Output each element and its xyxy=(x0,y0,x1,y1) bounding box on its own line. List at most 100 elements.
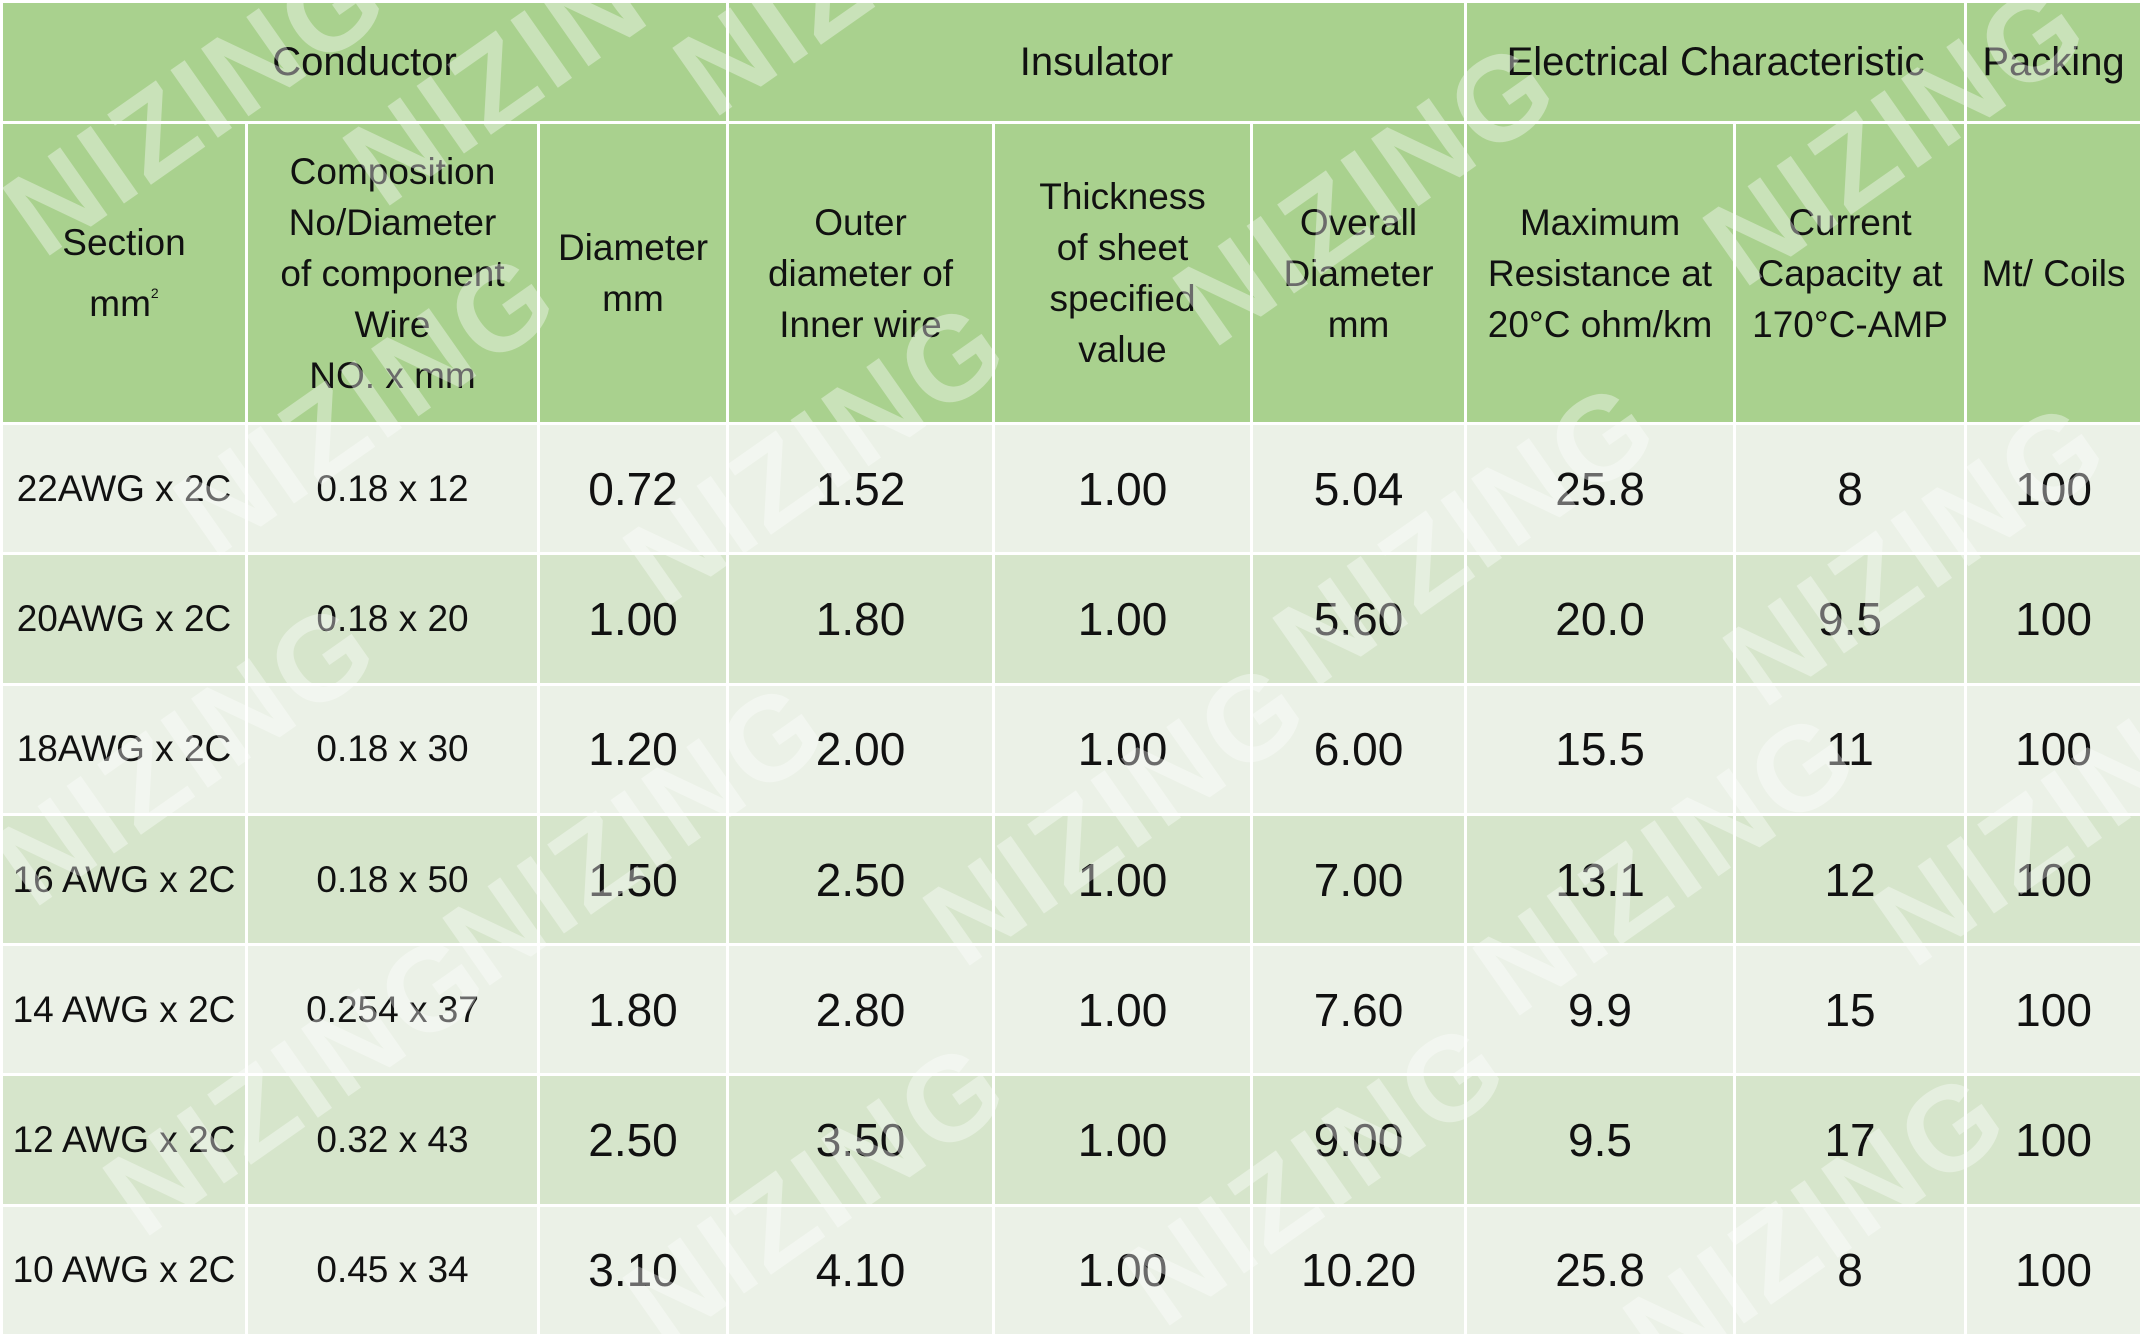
table-cell-sheet-thickness: 1.00 xyxy=(992,422,1254,556)
table-cell-max-resistance: 9.9 xyxy=(1464,943,1737,1077)
table-cell-conductor-diameter: 1.80 xyxy=(536,943,730,1077)
column-header-outer-diameter: Outer diameter of Inner wire xyxy=(726,121,996,426)
table-cell-packing-coils: 100 xyxy=(1964,812,2140,947)
column-header-line: Section xyxy=(62,222,186,264)
table-cell-current-capacity: 15 xyxy=(1733,943,1968,1077)
table-row: 14 AWG x 2C 0.254 x 37 1.80 2.80 1.00 7.60 9.9… xyxy=(0,943,2140,1077)
column-header-section: Section mm2 xyxy=(0,121,248,426)
table-cell-conductor-diameter: 0.72 xyxy=(536,422,730,556)
column-header-line: Outer xyxy=(814,201,907,243)
table-cell-outer-diameter: 2.50 xyxy=(726,812,996,947)
column-header-line: Resistance at xyxy=(1487,252,1713,294)
column-header-line: Overall xyxy=(1299,201,1418,243)
table-cell-section: 22AWG x 2C xyxy=(0,422,248,556)
table-cell-section: 18AWG x 2C xyxy=(0,682,248,816)
table-cell-overall-diameter: 7.00 xyxy=(1250,812,1468,947)
group-header-row: Conductor Insulator Electrical Character… xyxy=(0,0,2140,125)
column-header-line: Mt/ Coils xyxy=(1981,252,2126,294)
table-cell-sheet-thickness: 1.00 xyxy=(992,943,1254,1077)
table-cell-composition: 0.32 x 43 xyxy=(245,1073,540,1207)
table-cell-composition: 0.254 x 37 xyxy=(245,943,540,1077)
column-header-line: Wire xyxy=(354,303,431,345)
table-cell-section: 20AWG x 2C xyxy=(0,552,248,686)
column-header-line: mm2 xyxy=(9,268,239,329)
column-header-line: Diameter xyxy=(1283,252,1434,294)
table-cell-outer-diameter: 3.50 xyxy=(726,1073,996,1207)
column-header-row: Section mm2 Composition No/Diameter of compo… xyxy=(0,121,2140,426)
table-cell-sheet-thickness: 1.00 xyxy=(992,552,1254,686)
table-cell-sheet-thickness: 1.00 xyxy=(992,1203,1254,1337)
column-header-line: mm xyxy=(1327,303,1390,345)
table-cell-current-capacity: 12 xyxy=(1733,812,1968,947)
table-cell-conductor-diameter: 3.10 xyxy=(536,1203,730,1337)
table-cell-outer-diameter: 1.52 xyxy=(726,422,996,556)
table-cell-max-resistance: 25.8 xyxy=(1464,422,1737,556)
table-cell-composition: 0.18 x 50 xyxy=(245,812,540,947)
column-header-line: Maximum xyxy=(1519,201,1681,243)
table-cell-packing-coils: 100 xyxy=(1964,682,2140,816)
table-cell-max-resistance: 9.5 xyxy=(1464,1073,1737,1207)
table-cell-conductor-diameter: 1.20 xyxy=(536,682,730,816)
table-cell-outer-diameter: 2.00 xyxy=(726,682,996,816)
table-cell-overall-diameter: 6.00 xyxy=(1250,682,1468,816)
table-cell-section: 16 AWG x 2C xyxy=(0,812,248,947)
table-cell-section: 12 AWG x 2C xyxy=(0,1073,248,1207)
table-body: 22AWG x 2C 0.18 x 12 0.72 1.52 1.00 5.04 25.8 8… xyxy=(0,422,2140,1337)
column-header-line: of sheet xyxy=(1056,227,1189,269)
column-header-overall-diameter: Overall Diameter mm xyxy=(1250,121,1468,426)
table-row: 22AWG x 2C 0.18 x 12 0.72 1.52 1.00 5.04 25.8 8… xyxy=(0,422,2140,556)
table-row: 10 AWG x 2C 0.45 x 34 3.10 4.10 1.00 10.20 25.… xyxy=(0,1203,2140,1337)
column-header-line: diameter of xyxy=(767,252,954,294)
column-header-line: Inner wire xyxy=(779,303,942,345)
table-cell-max-resistance: 15.5 xyxy=(1464,682,1737,816)
table-cell-max-resistance: 25.8 xyxy=(1464,1203,1737,1337)
column-header-line: NO. x mm xyxy=(309,354,476,396)
column-header-line: Composition xyxy=(289,150,496,192)
table-cell-sheet-thickness: 1.00 xyxy=(992,1073,1254,1207)
table-row: 12 AWG x 2C 0.32 x 43 2.50 3.50 1.00 9.00 9.5 1… xyxy=(0,1073,2140,1207)
table-cell-conductor-diameter: 1.50 xyxy=(536,812,730,947)
table-cell-current-capacity: 11 xyxy=(1733,682,1968,816)
table-cell-max-resistance: 20.0 xyxy=(1464,552,1737,686)
table-cell-overall-diameter: 5.60 xyxy=(1250,552,1468,686)
table-cell-overall-diameter: 5.04 xyxy=(1250,422,1468,556)
table-cell-packing-coils: 100 xyxy=(1964,1203,2140,1337)
table-row: 18AWG x 2C 0.18 x 30 1.20 2.00 1.00 6.00 15.5 1… xyxy=(0,682,2140,816)
column-header-line: 20°C ohm/km xyxy=(1487,303,1713,345)
table-cell-composition: 0.45 x 34 xyxy=(245,1203,540,1337)
table-cell-section: 14 AWG x 2C xyxy=(0,943,248,1077)
table-cell-sheet-thickness: 1.00 xyxy=(992,682,1254,816)
table-cell-composition: 0.18 x 20 xyxy=(245,552,540,686)
column-header-composition: Composition No/Diameter of component Wire NO… xyxy=(245,121,540,426)
column-header-line: value xyxy=(1078,329,1167,371)
group-header-insulator: Insulator xyxy=(726,0,1468,125)
table-cell-outer-diameter: 2.80 xyxy=(726,943,996,1077)
table-cell-sheet-thickness: 1.00 xyxy=(992,812,1254,947)
table-cell-conductor-diameter: 1.00 xyxy=(536,552,730,686)
group-header-conductor: Conductor xyxy=(0,0,730,125)
column-header-max-resistance: Maximum Resistance at 20°C ohm/km xyxy=(1464,121,1737,426)
table-cell-outer-diameter: 1.80 xyxy=(726,552,996,686)
column-header-sheet-thickness: Thickness of sheet specified value xyxy=(992,121,1254,426)
column-header-line: Capacity at xyxy=(1757,252,1943,294)
table-cell-overall-diameter: 7.60 xyxy=(1250,943,1468,1077)
column-header-current-capacity: Current Capacity at 170°C-AMP xyxy=(1733,121,1968,426)
unit-superscript: 2 xyxy=(150,285,159,302)
table-cell-current-capacity: 9.5 xyxy=(1733,552,1968,686)
table-cell-conductor-diameter: 2.50 xyxy=(536,1073,730,1207)
column-header-line: No/Diameter xyxy=(288,201,497,243)
table-row: 16 AWG x 2C 0.18 x 50 1.50 2.50 1.00 7.00 13.1… xyxy=(0,812,2140,947)
table-row: 20AWG x 2C 0.18 x 20 1.00 1.80 1.00 5.60 20.0 9… xyxy=(0,552,2140,686)
table-cell-packing-coils: 100 xyxy=(1964,422,2140,556)
group-header-packing: Packing xyxy=(1964,0,2140,125)
table-cell-packing-coils: 100 xyxy=(1964,1073,2140,1207)
column-header-line: of component xyxy=(280,252,505,294)
group-header-electrical: Electrical Characteristic xyxy=(1464,0,1968,125)
table-cell-outer-diameter: 4.10 xyxy=(726,1203,996,1337)
column-header-line: mm xyxy=(602,278,664,320)
table-cell-composition: 0.18 x 12 xyxy=(245,422,540,556)
column-header-line-text: mm xyxy=(89,283,151,325)
table-cell-current-capacity: 17 xyxy=(1733,1073,1968,1207)
